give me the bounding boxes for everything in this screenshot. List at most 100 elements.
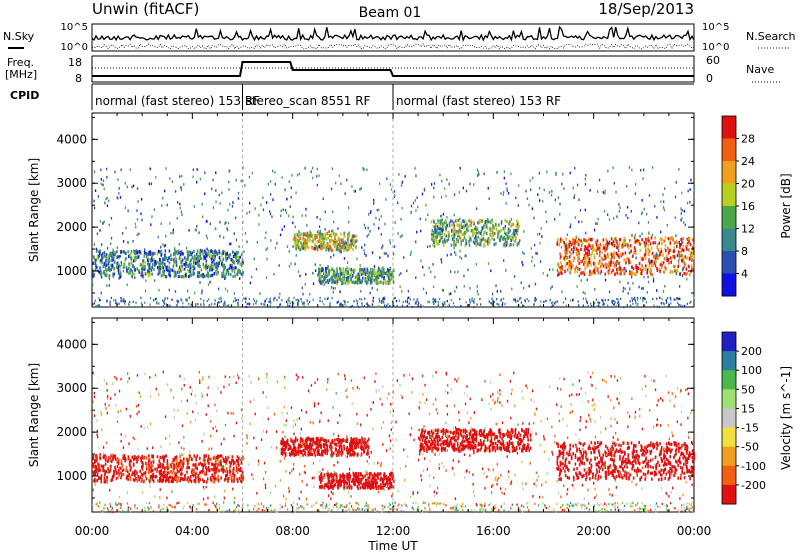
echo-cell (410, 254, 411, 257)
echo-cell (290, 262, 291, 265)
y-axis-label: Slant Range [km] (27, 158, 41, 262)
echo-cell (196, 225, 197, 228)
echo-cell (228, 188, 229, 191)
echo-cell (296, 240, 298, 243)
echo-cell (353, 442, 355, 445)
echo-cell (527, 197, 528, 200)
echo-cell (203, 250, 205, 253)
echo-cell (466, 301, 467, 303)
echo-cell (551, 306, 552, 308)
echo-cell (661, 302, 662, 304)
echo-cell (158, 289, 159, 292)
echo-cell (608, 299, 609, 301)
echo-cell (151, 273, 153, 276)
echo-cell (104, 473, 106, 476)
echo-cell (598, 244, 600, 247)
echo-cell (501, 222, 502, 225)
echo-cell (495, 223, 497, 226)
echo-cell (587, 239, 589, 242)
echo-cell (623, 306, 624, 308)
echo-cell (329, 272, 331, 275)
echo-cell (160, 456, 162, 459)
echo-cell (367, 449, 369, 452)
echo-cell (642, 211, 643, 214)
echo-cell (347, 242, 349, 245)
echo-cell (574, 268, 576, 271)
echo-cell (540, 305, 541, 307)
echo-cell (432, 229, 434, 232)
echo-cell (206, 235, 207, 238)
echo-cell (399, 274, 400, 277)
echo-cell (579, 275, 580, 278)
echo-cell (355, 190, 356, 193)
echo-cell (522, 264, 523, 267)
echo-cell (127, 470, 129, 473)
echo-cell (277, 306, 278, 308)
echo-cell (210, 478, 212, 481)
echo-cell (143, 480, 145, 483)
echo-cell (517, 233, 519, 236)
echo-cell (465, 224, 467, 227)
echo-cell (599, 261, 601, 264)
echo-cell (473, 183, 474, 186)
echo-cell (140, 263, 142, 266)
echo-cell (478, 171, 479, 174)
echo-cell (101, 465, 103, 468)
echo-cell (555, 199, 556, 202)
echo-cell (357, 439, 359, 442)
echo-cell (199, 265, 201, 268)
echo-cell (234, 232, 235, 235)
echo-cell (466, 228, 468, 231)
echo-cell (345, 480, 347, 483)
echo-cell (585, 298, 586, 300)
echo-cell (583, 257, 585, 260)
echo-cell (469, 304, 470, 306)
echo-cell (503, 243, 505, 246)
echo-cell (104, 221, 105, 224)
echo-cell (457, 271, 458, 274)
echo-cell (141, 198, 142, 201)
echo-cell (684, 266, 685, 269)
echo-cell (198, 250, 200, 253)
echo-cell (112, 264, 114, 267)
echo-cell (597, 267, 599, 270)
echo-cell (270, 239, 271, 242)
echo-cell (295, 226, 296, 229)
echo-cell (353, 453, 355, 456)
echo-cell (601, 299, 602, 301)
echo-cell (563, 187, 564, 190)
echo-cell (673, 249, 675, 252)
echo-cell (379, 256, 380, 259)
echo-cell (182, 463, 184, 466)
echo-cell (605, 299, 606, 301)
echo-cell (162, 480, 164, 483)
echo-cell (479, 298, 480, 300)
echo-cell (198, 255, 200, 258)
echo-cell (361, 305, 362, 307)
echo-cell (194, 255, 196, 258)
echo-cell (181, 189, 182, 192)
echo-cell (667, 297, 668, 299)
echo-cell (293, 444, 295, 447)
echo-cell (164, 467, 166, 470)
echo-cell (239, 277, 240, 280)
echo-cell (215, 189, 216, 192)
echo-cell (614, 182, 615, 185)
echo-cell (482, 226, 484, 229)
echo-cell (355, 437, 357, 440)
echo-cell (688, 190, 689, 193)
echo-cell (497, 303, 498, 305)
echo-cell (416, 301, 417, 303)
echo-cell (588, 253, 590, 256)
echo-cell (536, 299, 537, 301)
echo-cell (116, 262, 118, 265)
echo-cell (371, 271, 373, 274)
echo-cell (151, 470, 153, 473)
echo-cell (180, 253, 182, 256)
echo-cell (632, 282, 633, 285)
echo-cell (232, 270, 233, 273)
echo-cell (202, 216, 203, 219)
echo-cell (690, 179, 691, 182)
echo-cell (156, 263, 157, 266)
